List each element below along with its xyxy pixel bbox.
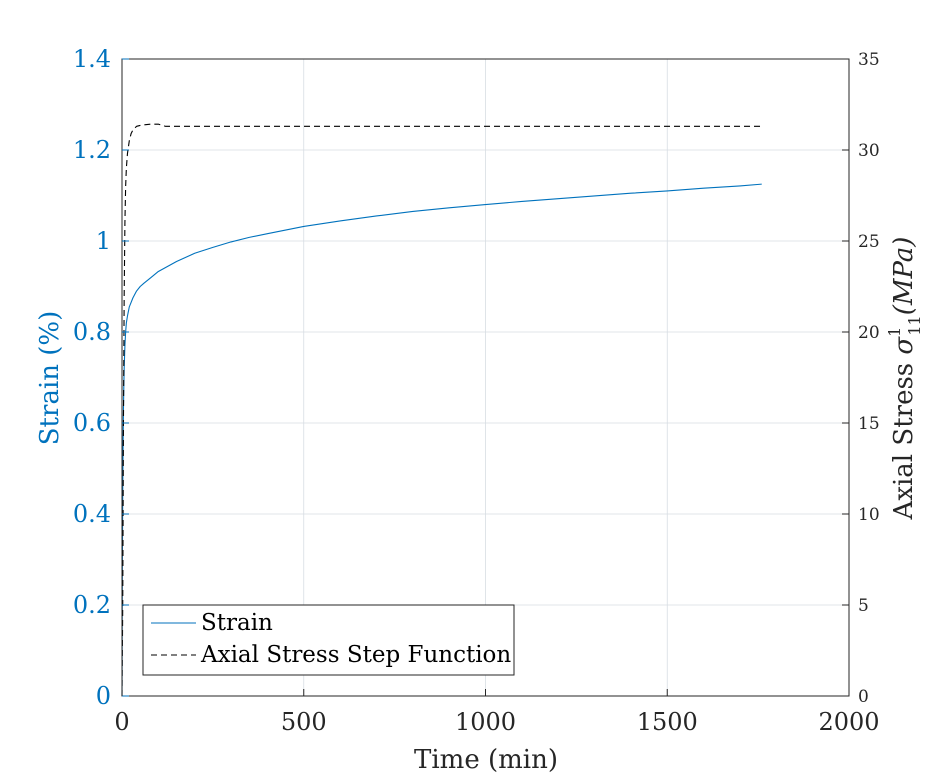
y-axis-right-label-prefix: Axial Stress: [889, 355, 919, 521]
y-axis-right-label-subscript: 11: [905, 315, 924, 335]
y-left-tick-label: 1.4: [73, 45, 111, 73]
y-right-tick-label: 10: [858, 505, 880, 525]
y-right-tick-label: 35: [858, 50, 880, 70]
y-left-tick-label: 0.4: [73, 500, 111, 528]
x-tick-label: 0: [114, 708, 129, 736]
y-right-tick-label: 20: [858, 323, 880, 343]
y-left-tick-label: 0.6: [73, 409, 111, 437]
y-left-tick-label: 0.8: [73, 318, 111, 346]
right-axis-ticks: 0 5 10 15 20 25 30 35: [842, 50, 880, 707]
y-right-tick-label: 15: [858, 414, 880, 434]
x-tick-label: 1000: [455, 708, 516, 736]
y-right-tick-label: 30: [858, 141, 880, 161]
x-tick-label: 1500: [637, 708, 698, 736]
legend-box: [142, 604, 515, 676]
y-axis-right-label-unit: (MPa): [889, 237, 919, 316]
legend-stress-label: Axial Stress Step Function: [200, 642, 511, 668]
y-left-tick-label: 1.2: [73, 136, 111, 164]
x-tick-label: 2000: [818, 708, 879, 736]
y-left-tick-label: 1: [96, 227, 111, 255]
y-right-tick-label: 5: [858, 596, 869, 616]
legend: Strain Axial Stress Step Function: [142, 604, 515, 676]
y-axis-right-label-symbol: σ: [889, 336, 919, 355]
y-axis-left-label: Strain (%): [35, 311, 65, 446]
y-axis-right-label-superscript: 1: [885, 327, 904, 337]
y-right-tick-label: 0: [858, 687, 869, 707]
y-axis-right-label: Axial Stress σ111(MPa): [885, 237, 924, 521]
x-axis-label: Time (min): [414, 745, 558, 775]
series-line-strain: [121, 183, 762, 697]
series-line-axial-stress: [121, 123, 762, 697]
left-axis-ticks: 0 0.2 0.4 0.6 0.8 1 1.2 1.4: [73, 45, 129, 710]
y-right-tick-label: 25: [858, 232, 880, 252]
legend-strain-label: Strain: [201, 610, 273, 636]
x-tick-label: 500: [281, 708, 327, 736]
series-layer: [121, 123, 762, 697]
bottom-axis-ticks: 0 500 1000 1500 2000: [114, 689, 880, 736]
y-left-tick-label: 0: [96, 682, 111, 710]
y-left-tick-label: 0.2: [73, 591, 111, 619]
